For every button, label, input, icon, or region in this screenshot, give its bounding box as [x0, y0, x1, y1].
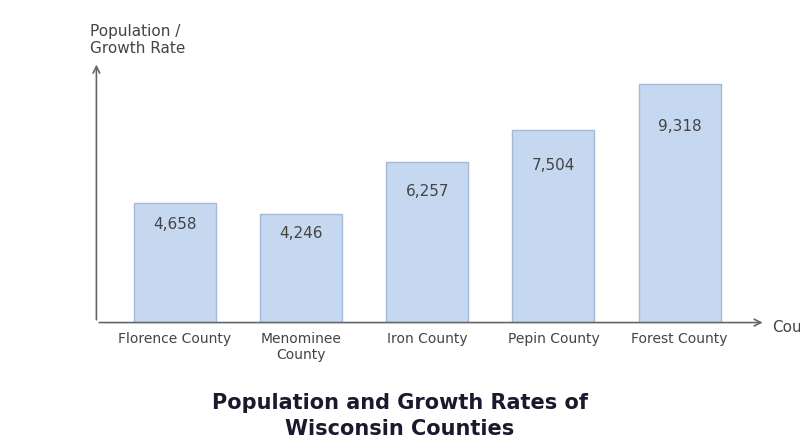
- Text: County: County: [772, 320, 800, 335]
- Text: Population /
Growth Rate: Population / Growth Rate: [90, 24, 186, 56]
- Bar: [512, 130, 594, 323]
- Bar: [386, 162, 468, 323]
- Text: 4,658: 4,658: [153, 217, 197, 232]
- Text: Population and Growth Rates of
Wisconsin Counties: Population and Growth Rates of Wisconsin…: [212, 392, 588, 439]
- Text: 4,246: 4,246: [279, 226, 322, 241]
- Text: 9,318: 9,318: [658, 120, 702, 134]
- Text: 7,504: 7,504: [532, 158, 575, 172]
- Text: 6,257: 6,257: [406, 184, 449, 199]
- Bar: [134, 203, 216, 323]
- Bar: [638, 84, 721, 323]
- Bar: [260, 214, 342, 323]
